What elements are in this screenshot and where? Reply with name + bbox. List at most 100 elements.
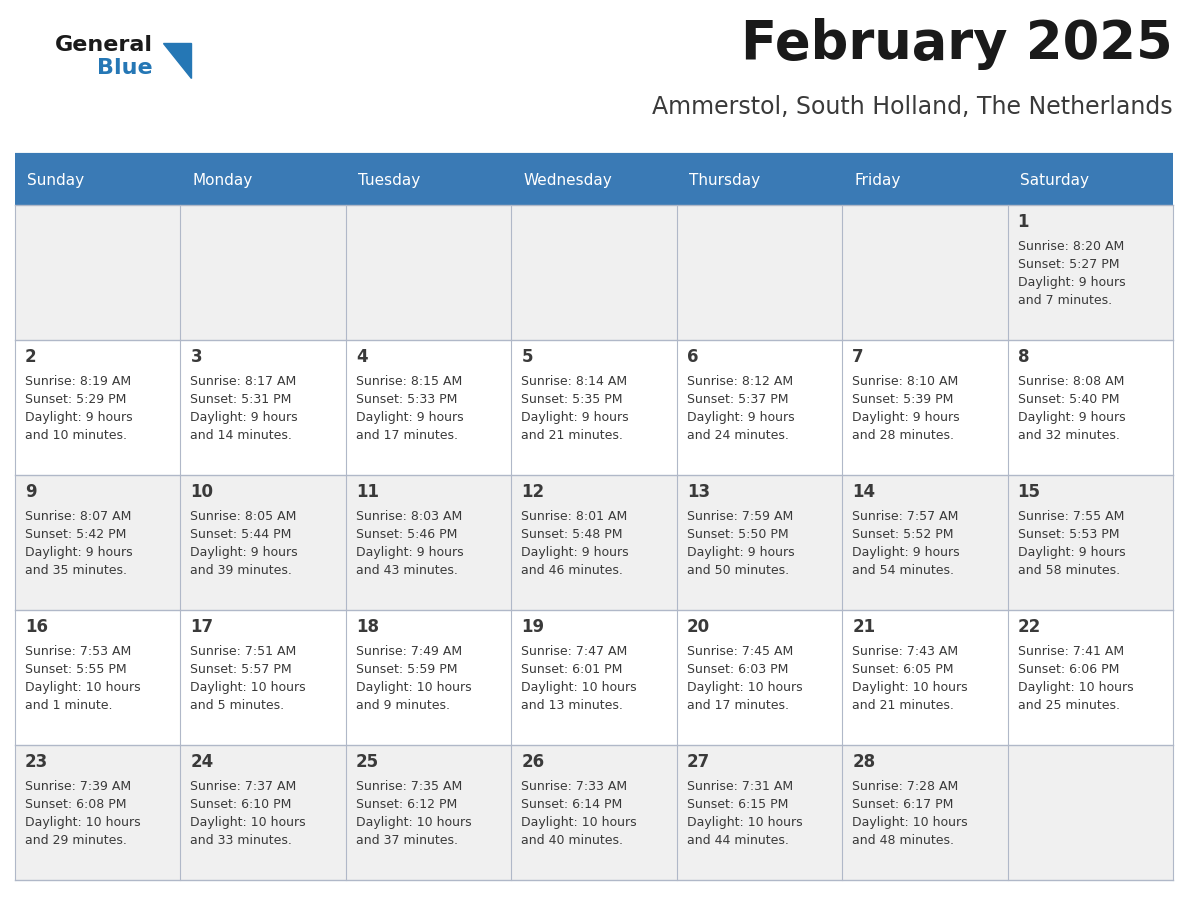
Text: Daylight: 9 hours: Daylight: 9 hours xyxy=(356,546,463,559)
Text: and 24 minutes.: and 24 minutes. xyxy=(687,429,789,442)
Text: and 5 minutes.: and 5 minutes. xyxy=(190,699,285,712)
Text: and 21 minutes.: and 21 minutes. xyxy=(852,699,954,712)
Polygon shape xyxy=(163,43,191,78)
Text: Daylight: 10 hours: Daylight: 10 hours xyxy=(687,816,802,829)
Text: Sunset: 5:31 PM: Sunset: 5:31 PM xyxy=(190,393,292,406)
Text: Sunset: 5:57 PM: Sunset: 5:57 PM xyxy=(190,663,292,676)
Text: and 44 minutes.: and 44 minutes. xyxy=(687,834,789,847)
Bar xyxy=(15,745,1173,880)
Text: Daylight: 9 hours: Daylight: 9 hours xyxy=(852,411,960,424)
Text: Daylight: 9 hours: Daylight: 9 hours xyxy=(522,546,628,559)
Text: 23: 23 xyxy=(25,753,49,771)
Text: Sunrise: 8:15 AM: Sunrise: 8:15 AM xyxy=(356,375,462,388)
Text: Sunrise: 7:51 AM: Sunrise: 7:51 AM xyxy=(190,645,297,658)
Text: 8: 8 xyxy=(1018,348,1029,366)
Text: Sunrise: 7:35 AM: Sunrise: 7:35 AM xyxy=(356,780,462,793)
Text: and 21 minutes.: and 21 minutes. xyxy=(522,429,624,442)
Text: Sunrise: 8:12 AM: Sunrise: 8:12 AM xyxy=(687,375,792,388)
Text: Sunset: 6:10 PM: Sunset: 6:10 PM xyxy=(190,798,292,811)
Text: 9: 9 xyxy=(25,483,37,501)
Text: Daylight: 9 hours: Daylight: 9 hours xyxy=(25,411,133,424)
Text: and 46 minutes.: and 46 minutes. xyxy=(522,564,624,577)
Text: Friday: Friday xyxy=(854,173,901,187)
Text: and 17 minutes.: and 17 minutes. xyxy=(356,429,457,442)
Text: 19: 19 xyxy=(522,618,544,636)
Text: Sunrise: 8:05 AM: Sunrise: 8:05 AM xyxy=(190,510,297,523)
Bar xyxy=(15,205,1173,340)
Text: and 25 minutes.: and 25 minutes. xyxy=(1018,699,1119,712)
Text: 3: 3 xyxy=(190,348,202,366)
Text: and 28 minutes.: and 28 minutes. xyxy=(852,429,954,442)
Text: and 54 minutes.: and 54 minutes. xyxy=(852,564,954,577)
Text: Sunset: 5:44 PM: Sunset: 5:44 PM xyxy=(190,528,292,541)
Text: Sunrise: 7:31 AM: Sunrise: 7:31 AM xyxy=(687,780,792,793)
Text: Sunrise: 7:41 AM: Sunrise: 7:41 AM xyxy=(1018,645,1124,658)
Text: Sunset: 5:35 PM: Sunset: 5:35 PM xyxy=(522,393,623,406)
Text: Daylight: 10 hours: Daylight: 10 hours xyxy=(356,816,472,829)
Text: Sunset: 5:52 PM: Sunset: 5:52 PM xyxy=(852,528,954,541)
Text: Sunset: 6:12 PM: Sunset: 6:12 PM xyxy=(356,798,457,811)
Text: Sunrise: 7:57 AM: Sunrise: 7:57 AM xyxy=(852,510,959,523)
Text: Sunset: 6:05 PM: Sunset: 6:05 PM xyxy=(852,663,954,676)
Text: 5: 5 xyxy=(522,348,532,366)
Text: and 7 minutes.: and 7 minutes. xyxy=(1018,294,1112,307)
Text: 12: 12 xyxy=(522,483,544,501)
Text: Sunset: 6:03 PM: Sunset: 6:03 PM xyxy=(687,663,788,676)
Text: and 58 minutes.: and 58 minutes. xyxy=(1018,564,1120,577)
Text: Daylight: 10 hours: Daylight: 10 hours xyxy=(852,681,968,694)
Text: Daylight: 9 hours: Daylight: 9 hours xyxy=(25,546,133,559)
Text: and 39 minutes.: and 39 minutes. xyxy=(190,564,292,577)
Text: Sunrise: 8:17 AM: Sunrise: 8:17 AM xyxy=(190,375,297,388)
Text: and 48 minutes.: and 48 minutes. xyxy=(852,834,954,847)
Text: Ammerstol, South Holland, The Netherlands: Ammerstol, South Holland, The Netherland… xyxy=(652,95,1173,119)
Text: Sunrise: 7:55 AM: Sunrise: 7:55 AM xyxy=(1018,510,1124,523)
Text: Daylight: 10 hours: Daylight: 10 hours xyxy=(687,681,802,694)
Text: 28: 28 xyxy=(852,753,876,771)
Text: Sunrise: 8:20 AM: Sunrise: 8:20 AM xyxy=(1018,240,1124,253)
Text: Daylight: 10 hours: Daylight: 10 hours xyxy=(522,816,637,829)
Text: Daylight: 10 hours: Daylight: 10 hours xyxy=(356,681,472,694)
Text: Saturday: Saturday xyxy=(1019,173,1088,187)
Text: 13: 13 xyxy=(687,483,710,501)
Text: and 13 minutes.: and 13 minutes. xyxy=(522,699,624,712)
Text: 16: 16 xyxy=(25,618,48,636)
Text: 21: 21 xyxy=(852,618,876,636)
Text: 26: 26 xyxy=(522,753,544,771)
Text: Sunset: 5:59 PM: Sunset: 5:59 PM xyxy=(356,663,457,676)
Text: Daylight: 9 hours: Daylight: 9 hours xyxy=(687,546,795,559)
Text: Sunset: 6:06 PM: Sunset: 6:06 PM xyxy=(1018,663,1119,676)
Bar xyxy=(15,155,1173,205)
Text: Daylight: 10 hours: Daylight: 10 hours xyxy=(25,816,140,829)
Text: Sunset: 5:53 PM: Sunset: 5:53 PM xyxy=(1018,528,1119,541)
Text: Sunset: 6:14 PM: Sunset: 6:14 PM xyxy=(522,798,623,811)
Text: 7: 7 xyxy=(852,348,864,366)
Text: Sunset: 5:50 PM: Sunset: 5:50 PM xyxy=(687,528,789,541)
Bar xyxy=(15,610,1173,745)
Text: Sunrise: 8:08 AM: Sunrise: 8:08 AM xyxy=(1018,375,1124,388)
Text: Sunset: 5:27 PM: Sunset: 5:27 PM xyxy=(1018,258,1119,271)
Text: Sunrise: 8:19 AM: Sunrise: 8:19 AM xyxy=(25,375,131,388)
Text: 4: 4 xyxy=(356,348,367,366)
Text: Monday: Monday xyxy=(192,173,253,187)
Text: Sunrise: 8:03 AM: Sunrise: 8:03 AM xyxy=(356,510,462,523)
Text: Daylight: 10 hours: Daylight: 10 hours xyxy=(25,681,140,694)
Text: 17: 17 xyxy=(190,618,214,636)
Text: Daylight: 9 hours: Daylight: 9 hours xyxy=(1018,276,1125,289)
Text: Daylight: 9 hours: Daylight: 9 hours xyxy=(687,411,795,424)
Text: Sunset: 5:29 PM: Sunset: 5:29 PM xyxy=(25,393,126,406)
Text: Sunrise: 7:37 AM: Sunrise: 7:37 AM xyxy=(190,780,297,793)
Text: and 1 minute.: and 1 minute. xyxy=(25,699,113,712)
Text: and 9 minutes.: and 9 minutes. xyxy=(356,699,450,712)
Text: 6: 6 xyxy=(687,348,699,366)
Text: 14: 14 xyxy=(852,483,876,501)
Text: and 40 minutes.: and 40 minutes. xyxy=(522,834,624,847)
Text: Sunrise: 8:10 AM: Sunrise: 8:10 AM xyxy=(852,375,959,388)
Text: Daylight: 9 hours: Daylight: 9 hours xyxy=(190,411,298,424)
Text: Sunset: 5:40 PM: Sunset: 5:40 PM xyxy=(1018,393,1119,406)
Text: 24: 24 xyxy=(190,753,214,771)
Text: Sunrise: 7:47 AM: Sunrise: 7:47 AM xyxy=(522,645,627,658)
Bar xyxy=(15,475,1173,610)
Text: Sunrise: 7:53 AM: Sunrise: 7:53 AM xyxy=(25,645,131,658)
Text: Sunset: 5:39 PM: Sunset: 5:39 PM xyxy=(852,393,954,406)
Text: Sunset: 5:55 PM: Sunset: 5:55 PM xyxy=(25,663,127,676)
